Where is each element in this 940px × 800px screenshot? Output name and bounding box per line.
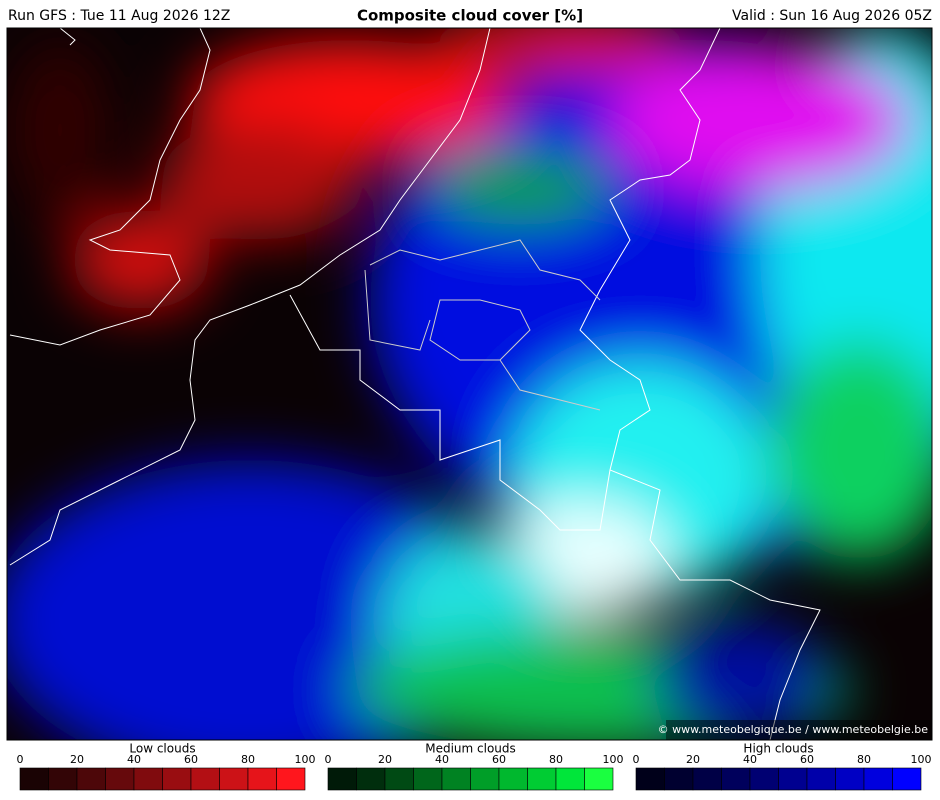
legend-tick-label: 80 bbox=[549, 753, 563, 766]
legend-tick-label: 60 bbox=[492, 753, 506, 766]
color-swatch bbox=[892, 767, 922, 791]
legend-title: Medium clouds bbox=[425, 742, 516, 756]
color-swatch bbox=[555, 767, 585, 791]
legend-title: Low clouds bbox=[129, 742, 195, 756]
borders bbox=[9, 28, 821, 740]
color-swatch bbox=[48, 767, 78, 791]
color-swatch bbox=[76, 767, 106, 791]
legend-tick-label: 40 bbox=[743, 753, 757, 766]
color-swatch bbox=[384, 767, 414, 791]
color-swatch bbox=[190, 767, 220, 791]
color-swatch bbox=[133, 767, 163, 791]
color-swatch bbox=[692, 767, 722, 791]
legend-tick-label: 40 bbox=[435, 753, 449, 766]
color-swatch bbox=[749, 767, 779, 791]
color-swatch bbox=[498, 767, 528, 791]
color-swatch bbox=[664, 767, 694, 791]
color-swatch bbox=[635, 767, 665, 791]
legend-tick-label: 20 bbox=[686, 753, 700, 766]
legend-tick-label: 60 bbox=[184, 753, 198, 766]
legend-tick-label: 80 bbox=[857, 753, 871, 766]
map-title: Composite cloud cover [%] bbox=[357, 7, 583, 25]
color-swatch bbox=[413, 767, 443, 791]
color-swatch bbox=[835, 767, 865, 791]
legend-title: High clouds bbox=[743, 742, 813, 756]
color-swatch bbox=[441, 767, 471, 791]
color-swatch bbox=[356, 767, 386, 791]
legend-tick-label: 100 bbox=[603, 753, 624, 766]
legend-tick-label: 100 bbox=[295, 753, 316, 766]
color-swatch bbox=[806, 767, 836, 791]
color-swatch bbox=[721, 767, 751, 791]
legend-tick-label: 0 bbox=[17, 753, 24, 766]
legend-tick-label: 80 bbox=[241, 753, 255, 766]
legend-tick-label: 60 bbox=[800, 753, 814, 766]
legend-tick-label: 0 bbox=[633, 753, 640, 766]
color-swatch bbox=[247, 767, 277, 791]
color-swatch bbox=[778, 767, 808, 791]
color-swatch bbox=[219, 767, 249, 791]
legend-tick-label: 40 bbox=[127, 753, 141, 766]
legend-tick-label: 20 bbox=[378, 753, 392, 766]
run-label: Run GFS : Tue 11 Aug 2026 12Z bbox=[8, 8, 230, 24]
valid-label: Valid : Sun 16 Aug 2026 05Z bbox=[732, 8, 932, 24]
color-swatch bbox=[470, 767, 500, 791]
legends: Low clouds 0 20 40 60 80 100 Medium clouds 0 20 40… bbox=[17, 742, 932, 791]
color-swatch bbox=[584, 767, 614, 791]
legend-tick-label: 20 bbox=[70, 753, 84, 766]
color-swatch bbox=[863, 767, 893, 791]
color-swatch bbox=[19, 767, 49, 791]
color-swatch bbox=[327, 767, 357, 791]
color-swatch bbox=[105, 767, 135, 791]
legend-tick-label: 100 bbox=[911, 753, 932, 766]
color-swatch bbox=[162, 767, 192, 791]
cloud-map: © www.meteobelgique.be / www.meteobelgie… bbox=[7, 28, 932, 740]
credit: © www.meteobelgique.be / www.meteobelgie… bbox=[658, 723, 929, 736]
color-swatch bbox=[276, 767, 306, 791]
legend-tick-label: 0 bbox=[325, 753, 332, 766]
color-swatch bbox=[527, 767, 557, 791]
